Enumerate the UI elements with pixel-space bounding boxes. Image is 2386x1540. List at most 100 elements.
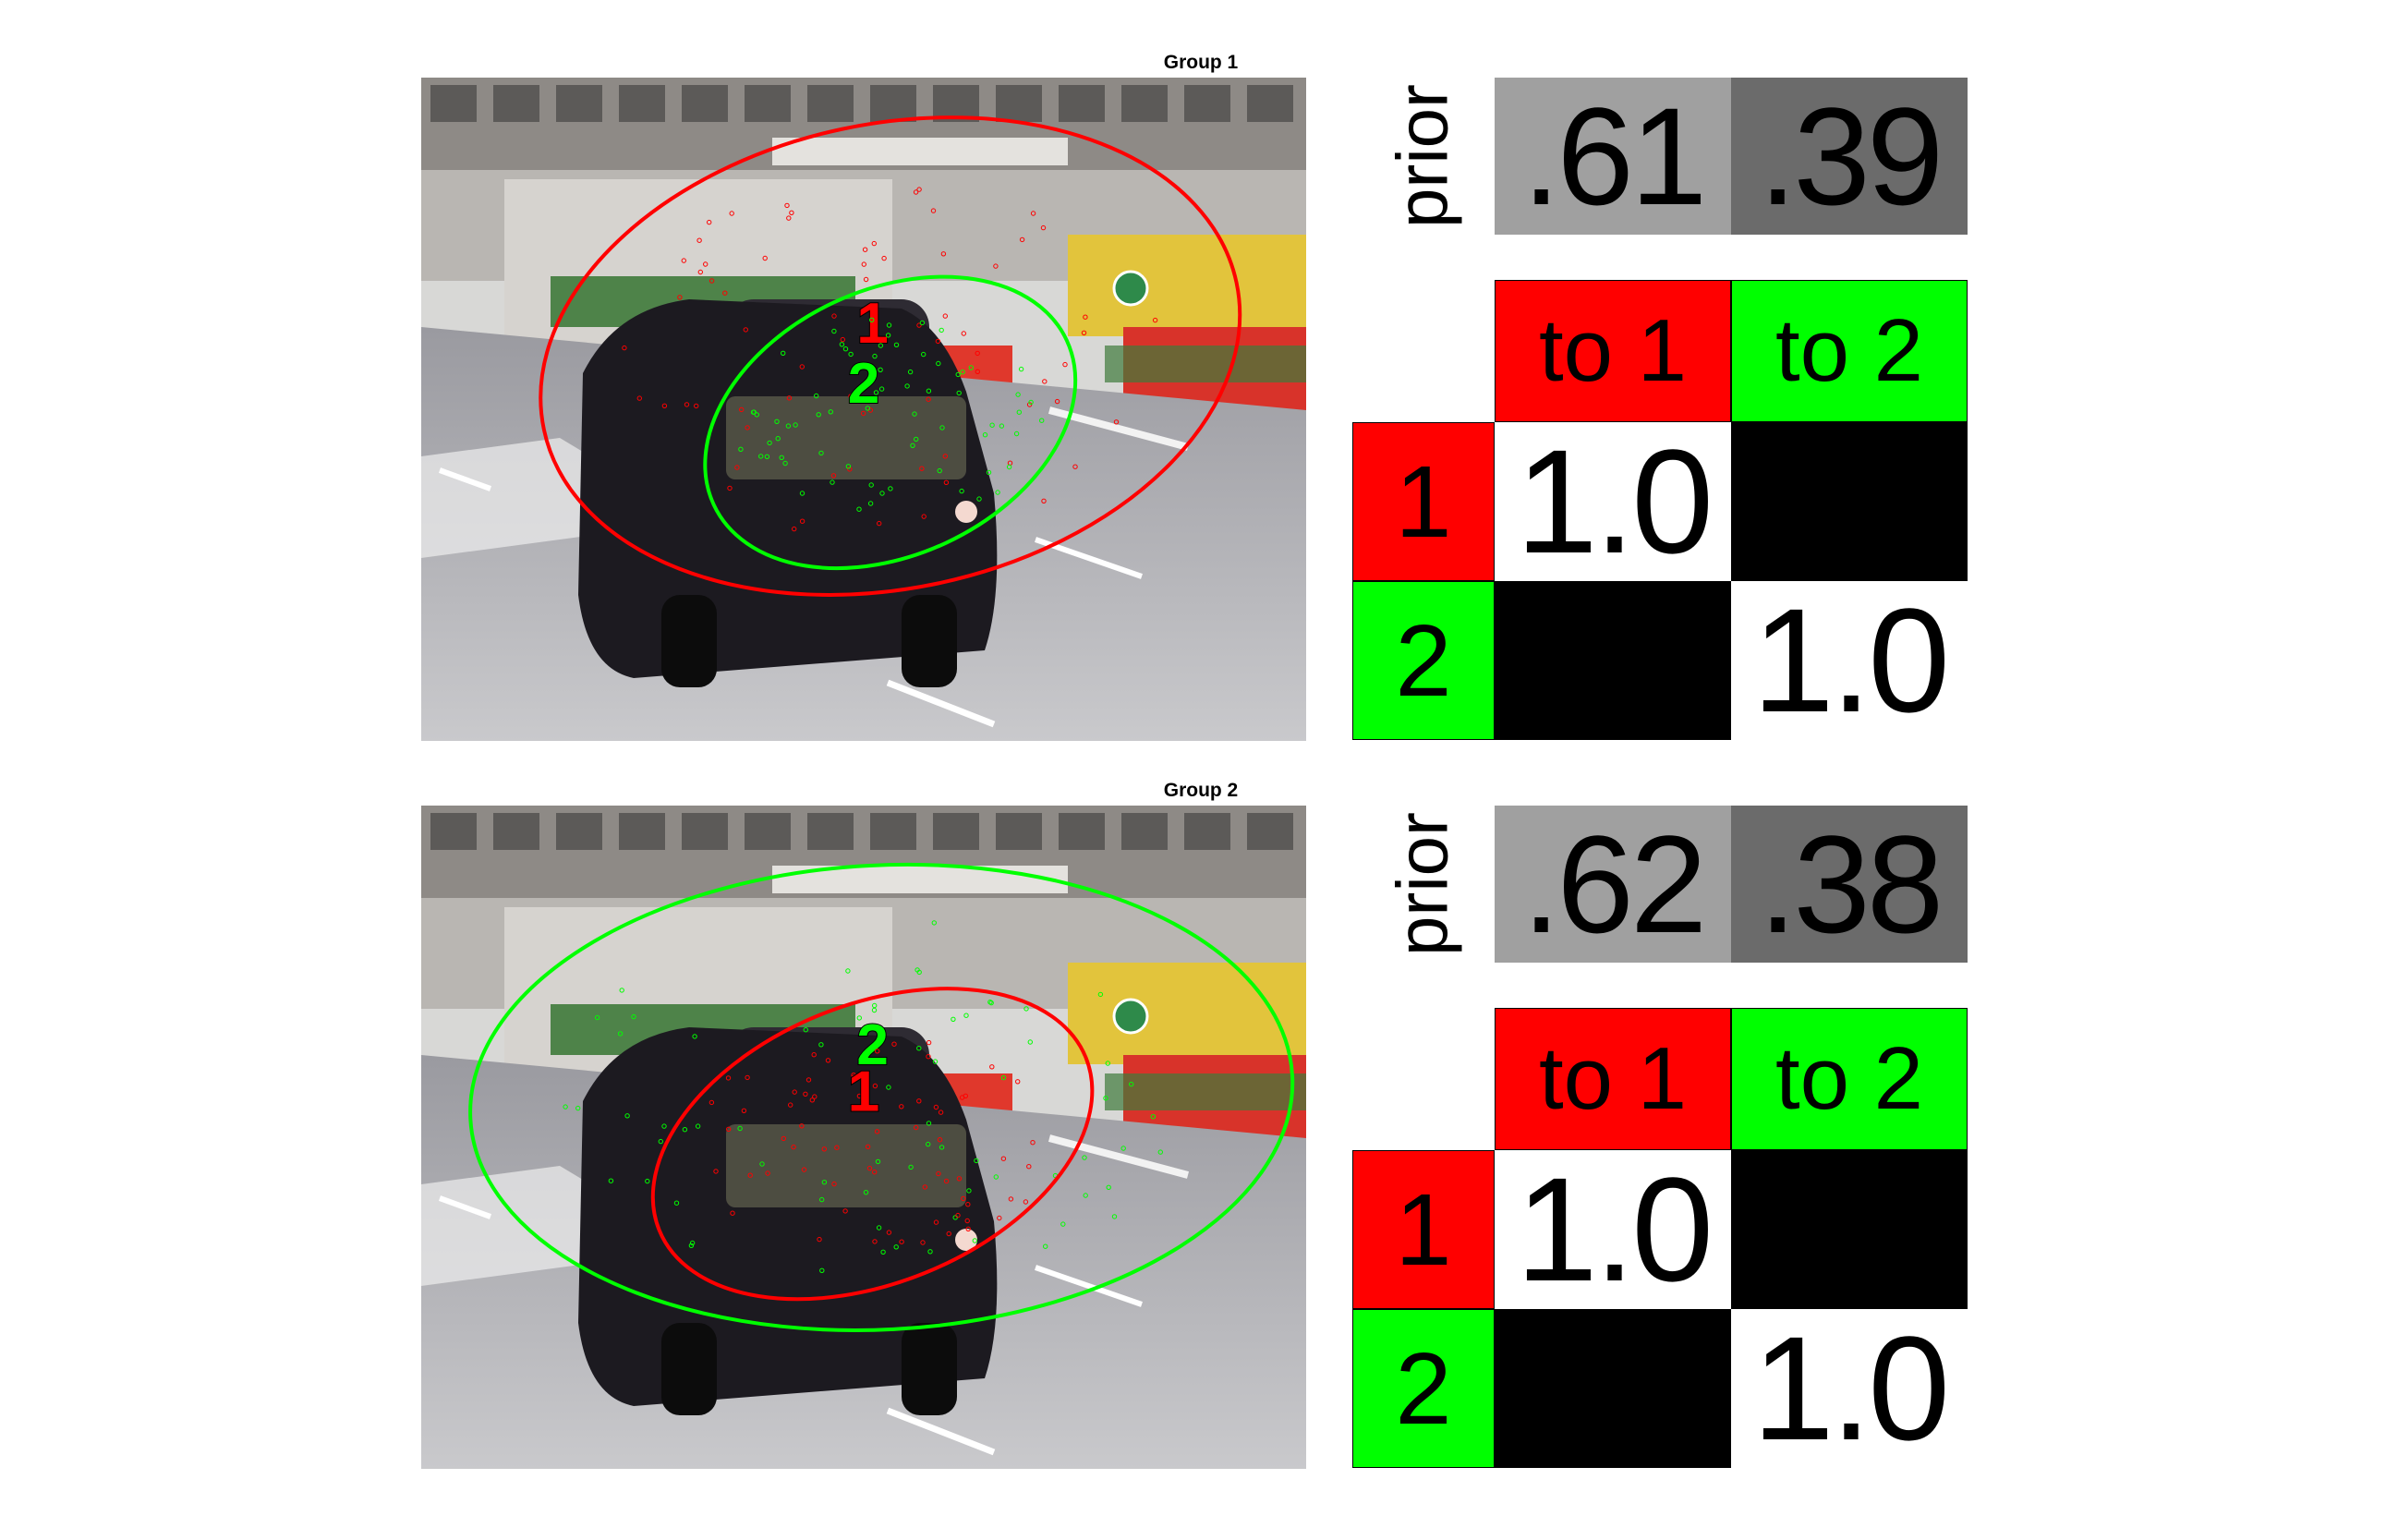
sample-point (831, 313, 837, 319)
sample-point (1103, 1096, 1108, 1101)
sample-point (975, 369, 980, 374)
sample-point (908, 1164, 914, 1170)
cluster-2_ellipse (703, 274, 1078, 571)
sample-point (919, 320, 926, 326)
sample-point (1054, 398, 1060, 405)
sample-point (937, 467, 942, 474)
sample-point (872, 1083, 878, 1089)
lane-marking (886, 679, 996, 728)
sample-point (801, 1167, 807, 1172)
sample-point (943, 1178, 950, 1184)
group-title: Group 1 (1163, 52, 1239, 73)
sample-point (1023, 1199, 1029, 1205)
sample-point (965, 1202, 971, 1207)
sample-point (936, 360, 941, 367)
sample-point (910, 443, 915, 448)
sample-point (831, 328, 837, 334)
sample-point (872, 1002, 878, 1009)
sample-point (863, 1190, 869, 1195)
sample-point (926, 1141, 931, 1147)
sample-point (617, 1031, 624, 1037)
sample-point (938, 1110, 944, 1115)
sample-point (1120, 1146, 1126, 1151)
sample-point (673, 1200, 680, 1206)
sample-point (786, 215, 792, 221)
sample-point (893, 342, 900, 347)
go-sign (1112, 998, 1149, 1035)
kerb (1048, 406, 1190, 451)
sample-point (1000, 1156, 1007, 1161)
sample-point (872, 1170, 878, 1175)
sample-point (1129, 1081, 1134, 1087)
sample-point (989, 1064, 995, 1070)
building-window (1059, 85, 1105, 122)
sample-point (1097, 991, 1104, 998)
tail-light (955, 501, 977, 523)
sample-point (939, 327, 944, 333)
tail-light (955, 1229, 977, 1251)
sample-point (861, 261, 866, 267)
sample-point (825, 1058, 831, 1063)
sample-point (926, 1121, 932, 1126)
sample-point (750, 409, 757, 415)
sample-point (1081, 330, 1087, 335)
building-window (1184, 813, 1230, 850)
sample-point (959, 488, 964, 494)
sample-point (563, 1104, 568, 1110)
sample-point (821, 1146, 827, 1152)
sample-point (789, 210, 794, 216)
sample-point (799, 518, 805, 524)
group-title: Group 2 (1163, 780, 1239, 801)
building-window (430, 813, 477, 850)
building-window (1247, 813, 1293, 850)
sample-point (916, 322, 922, 328)
sample-point (725, 1075, 732, 1081)
sample-point (828, 409, 833, 415)
building-window (682, 813, 728, 850)
sample-point (872, 353, 878, 359)
sample-point (1041, 498, 1047, 503)
sample-point (959, 1095, 965, 1100)
sample-point (865, 406, 870, 411)
construction-zone (1068, 963, 1306, 1064)
sample-point (692, 1034, 697, 1039)
building-window (493, 813, 539, 850)
sample-point (927, 1249, 933, 1255)
sample-point (782, 460, 788, 467)
sample-point (899, 1104, 904, 1110)
sample-point (956, 390, 962, 396)
building-window (556, 85, 602, 122)
sample-point (963, 1013, 969, 1018)
sample-point (739, 406, 745, 413)
sample-point (1083, 1193, 1088, 1198)
sample-point (964, 1218, 970, 1224)
sample-point (734, 465, 740, 470)
col-header-to-1: to 1 (1495, 280, 1731, 422)
sample-point (842, 1208, 848, 1214)
row-header-2: 2 (1352, 1309, 1495, 1468)
sample-point (839, 342, 845, 347)
fence (1105, 346, 1306, 382)
sample-point (860, 410, 866, 417)
sample-point (993, 263, 999, 269)
sample-point (619, 988, 624, 993)
sample-point (726, 1126, 732, 1132)
car-wheel (661, 1323, 717, 1415)
sample-point (811, 1052, 817, 1058)
sample-point (1105, 1061, 1110, 1066)
sample-point (876, 1225, 882, 1231)
sample-point (955, 371, 961, 378)
sample-point (871, 1007, 878, 1013)
sample-point (880, 1249, 886, 1255)
building-window (682, 85, 728, 122)
kerb (1048, 1134, 1190, 1179)
sample-point (961, 331, 966, 336)
sample-point (856, 1093, 863, 1099)
sample-point (1082, 1155, 1087, 1160)
cluster_2-marker: 2 (856, 1013, 888, 1077)
cluster_1-marker: 1 (848, 1060, 879, 1123)
building-window (996, 813, 1042, 850)
sample-point (872, 1239, 878, 1244)
